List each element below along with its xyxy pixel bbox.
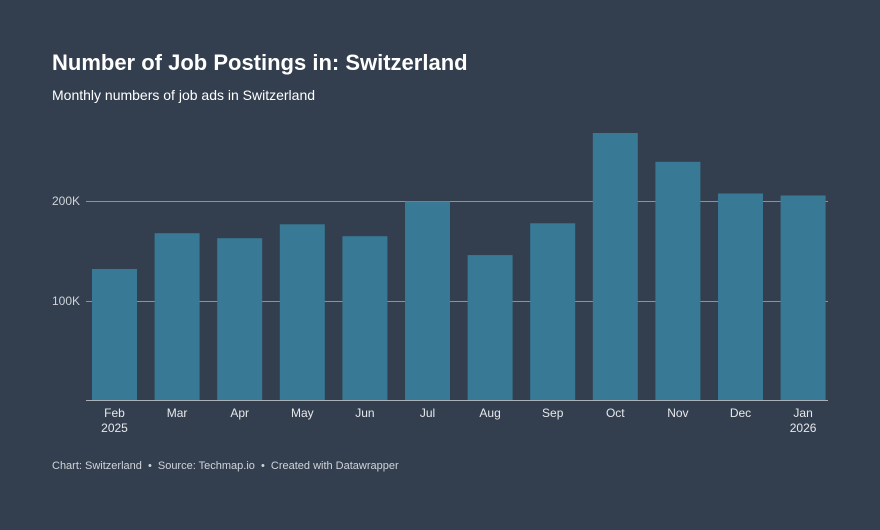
x-tick-label: Jul	[420, 406, 435, 420]
chart-title: Number of Job Postings in: Switzerland	[52, 50, 468, 75]
x-tick-label: Apr	[230, 406, 249, 420]
bar	[655, 161, 701, 400]
bar-layer	[92, 133, 826, 400]
x-tick-label: Nov	[667, 406, 688, 420]
x-tick-label: Dec	[730, 406, 751, 420]
x-tick-sublabel: 2025	[101, 421, 128, 435]
bar	[718, 193, 763, 400]
bar	[405, 201, 450, 400]
bar	[279, 224, 325, 400]
bar	[780, 195, 826, 400]
footer-source: Source: Techmap.io	[157, 460, 255, 472]
footer-separator: •	[147, 460, 152, 472]
y-tick-label: 100K	[52, 294, 80, 308]
bar	[217, 238, 263, 400]
x-tick-sublabel: 2026	[790, 421, 817, 435]
x-tick-label: Sep	[542, 406, 564, 420]
bar	[342, 236, 388, 400]
y-tick-label: 200K	[52, 194, 80, 208]
x-tick-label: Oct	[606, 406, 625, 420]
x-tick-label: Mar	[167, 406, 188, 420]
chart-footer: Chart: Switzerland • Source: Techmap.io …	[52, 460, 399, 472]
x-tick-label: Jun	[355, 406, 374, 420]
bar	[592, 133, 638, 400]
footer-chart-credit: Chart: Switzerland	[52, 460, 142, 472]
bar	[154, 233, 200, 400]
x-tick-label: Jan	[793, 406, 812, 420]
bar	[92, 269, 137, 400]
bar	[530, 223, 576, 400]
grid-layer	[86, 201, 828, 302]
bar	[467, 255, 513, 400]
x-tick-label: Feb	[104, 406, 125, 420]
chart-subtitle: Monthly numbers of job ads in Switzerlan…	[52, 87, 316, 103]
footer-separator: •	[260, 460, 265, 472]
footer-created-with: Created with Datawrapper	[270, 460, 399, 472]
x-tick-label: Aug	[479, 406, 500, 420]
x-tick-label: May	[291, 406, 314, 420]
